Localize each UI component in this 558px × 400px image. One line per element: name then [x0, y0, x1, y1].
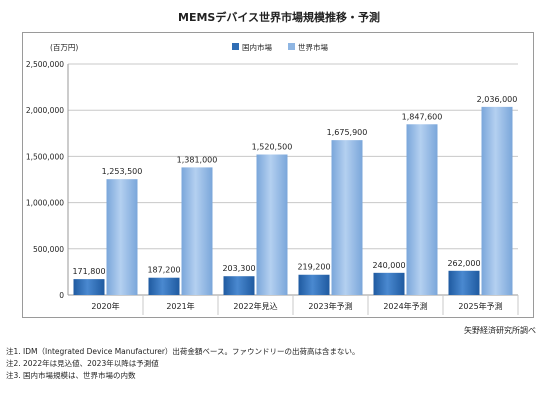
x-tick-label: 2023年予測	[308, 301, 352, 311]
y-tick-label: 2,000,000	[26, 106, 64, 115]
y-tick-label: 1,000,000	[26, 199, 64, 208]
chart-frame	[22, 32, 534, 318]
x-tick-label: 2024年予測	[383, 301, 427, 311]
y-tick-label: 1,500,000	[26, 152, 64, 161]
x-tick-label: 2020年	[91, 301, 119, 311]
footnote-2: 注2. 2022年は見込値、2023年以降は予測値	[6, 359, 159, 368]
legend-swatch-domestic	[232, 43, 239, 50]
x-tick-label: 2025年予測	[458, 301, 502, 311]
data-label-domestic: 187,200	[147, 266, 180, 275]
bar-world	[406, 124, 438, 295]
bar-domestic	[223, 276, 255, 295]
x-tick-label: 2022年見込	[233, 301, 277, 311]
bar-world	[256, 154, 288, 295]
data-label-world: 1,520,500	[252, 143, 293, 152]
bar-domestic	[298, 274, 330, 295]
data-label-world: 1,253,500	[102, 167, 143, 176]
y-tick-label: 0	[59, 291, 64, 300]
data-label-domestic: 262,000	[447, 259, 480, 268]
data-label-domestic: 219,200	[297, 263, 330, 272]
data-label-world: 2,036,000	[477, 95, 518, 104]
source-note: 矢野経済研究所調べ	[464, 326, 536, 335]
legend-swatch-world	[288, 43, 295, 50]
bar-world	[481, 106, 513, 295]
legend-label-world: 世界市場	[298, 42, 328, 52]
bar-domestic	[373, 272, 405, 295]
data-label-world: 1,381,000	[177, 155, 218, 164]
data-label-domestic: 203,300	[222, 264, 255, 273]
chart-title: MEMSデバイス世界市場規模推移・予測	[178, 11, 380, 24]
y-tick-label: 2,500,000	[26, 60, 64, 69]
data-label-world: 1,847,600	[402, 112, 443, 121]
footnote-3: 注3. 国内市場規模は、世界市場の内数	[6, 371, 136, 380]
y-axis-unit-label: (百万円)	[50, 43, 78, 52]
bar-domestic	[148, 277, 180, 295]
bar-domestic	[448, 270, 480, 295]
bar-world	[106, 179, 138, 295]
footnotes: 注1. IDM（Integrated Device Manufacturer）出…	[6, 346, 360, 382]
data-label-world: 1,675,900	[327, 128, 368, 137]
footnote-1: 注1. IDM（Integrated Device Manufacturer）出…	[6, 347, 360, 356]
bar-domestic	[73, 279, 105, 295]
bar-world	[181, 167, 213, 295]
y-tick-label: 500,000	[33, 245, 64, 254]
bar-world	[331, 140, 363, 295]
legend-label-domestic: 国内市場	[242, 42, 272, 52]
data-label-domestic: 240,000	[372, 261, 405, 270]
data-label-domestic: 171,800	[72, 267, 105, 276]
x-tick-label: 2021年	[166, 301, 194, 311]
